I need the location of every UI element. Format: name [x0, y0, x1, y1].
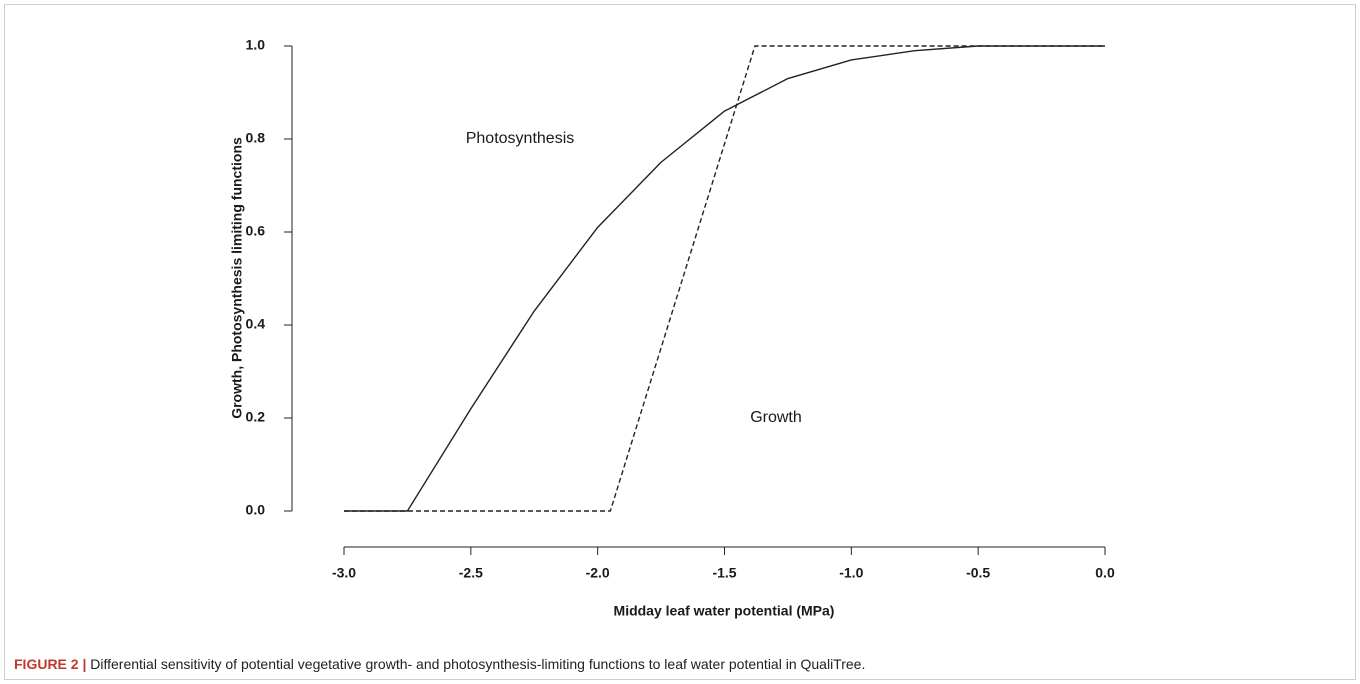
- y-tick-label: 1.0: [246, 37, 266, 53]
- x-tick-label: -2.5: [459, 565, 483, 581]
- y-tick-label: 0.0: [246, 502, 266, 518]
- x-tick-label: -1.0: [839, 565, 863, 581]
- y-tick-label: 0.4: [246, 316, 266, 332]
- y-axis-title: Growth, Photosynthesis limiting function…: [229, 137, 245, 419]
- x-tick-label: 0.0: [1095, 565, 1115, 581]
- caption: FIGURE 2 | Differential sensitivity of p…: [14, 656, 865, 672]
- x-tick-label: -2.0: [586, 565, 610, 581]
- y-tick-label: 0.6: [246, 223, 266, 239]
- caption-label: FIGURE 2 |: [14, 656, 87, 672]
- x-tick-label: -3.0: [332, 565, 356, 581]
- x-axis-title: Midday leaf water potential (MPa): [614, 603, 835, 619]
- frame: [4, 4, 1356, 680]
- line: [344, 45, 1105, 512]
- annotation: Growth: [750, 409, 802, 426]
- line: [344, 45, 1105, 512]
- caption-text: Differential sensitivity of potential ve…: [86, 656, 866, 672]
- y-tick-label: 0.2: [246, 409, 266, 425]
- x-tick-label: -1.5: [712, 565, 736, 581]
- y-tick-label: 0.8: [246, 130, 266, 146]
- x-tick-label: -0.5: [966, 565, 990, 581]
- annotation: Photosynthesis: [466, 130, 575, 147]
